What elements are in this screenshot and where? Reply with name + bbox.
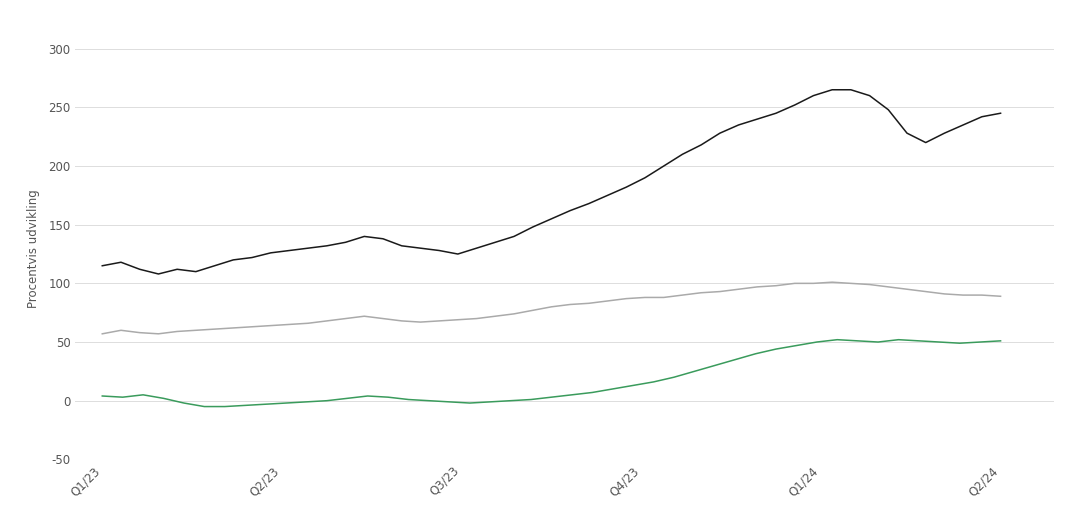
Y-axis label: Procentvis udvikling: Procentvis udvikling <box>27 189 40 307</box>
Legend: ØU Life Science modelportefølje, OMX Nordic Health Care Index (N4000EURGI), OMX : ØU Life Science modelportefølje, OMX Nor… <box>226 524 904 528</box>
Text: MODELPORTEFØLJE OG REFERENCEINDEKS AFKAST 2023-24: MODELPORTEFØLJE OG REFERENCEINDEKS AFKAS… <box>13 14 507 30</box>
